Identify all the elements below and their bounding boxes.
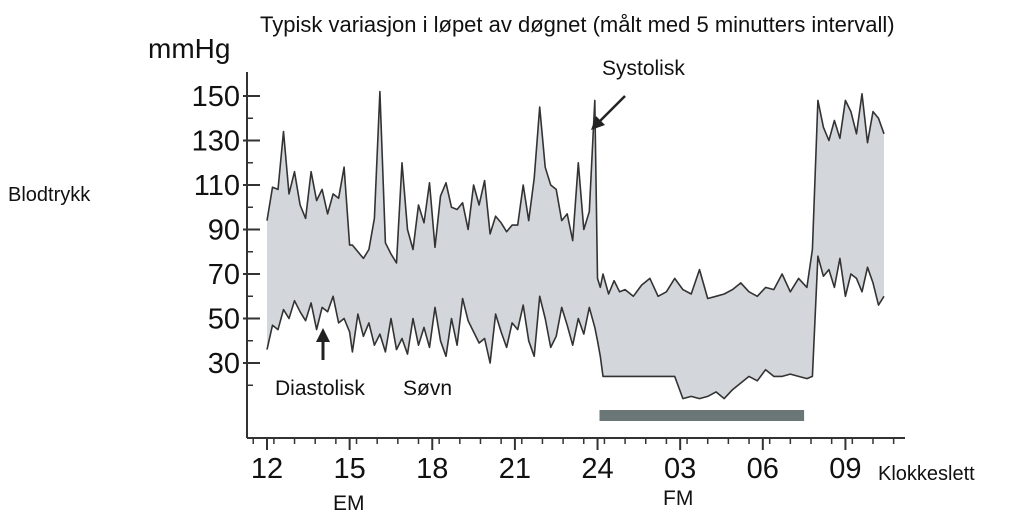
y-tick-label: 70	[208, 259, 240, 291]
x-tick-label: 18	[416, 453, 448, 485]
pressure-band	[267, 91, 884, 399]
period-label-em: EM	[333, 492, 365, 515]
y-tick-label: 110	[194, 170, 240, 202]
x-tick-label: 06	[747, 453, 779, 485]
x-tick-label: 03	[664, 453, 696, 485]
period-label-fm: FM	[663, 487, 693, 510]
y-tick-label: 130	[192, 126, 240, 158]
y-tick-label: 150	[192, 81, 240, 113]
systolic-arrowhead-icon	[591, 116, 605, 130]
diastolic-label: Diastolisk	[275, 377, 365, 400]
systolic-annotation: Systolisk	[591, 57, 685, 130]
y-tick-label: 90	[208, 215, 240, 247]
diastolic-annotation: Diastolisk	[275, 328, 365, 400]
systolic-line	[266, 90, 885, 300]
y-tick-label: 50	[208, 304, 240, 336]
y-ticks: 150 130 110 90 70 50 30	[192, 81, 260, 380]
systolic-label: Systolisk	[602, 57, 685, 80]
x-tick-label: 15	[334, 453, 366, 485]
x-ticks: 12 15 18 21 24 03 06 09	[251, 438, 862, 485]
x-tick-label: 09	[829, 453, 861, 485]
x-axis-label: Klokkeslett	[878, 463, 975, 485]
x-tick-label: 24	[581, 453, 613, 485]
sleep-bar	[599, 410, 805, 421]
series-lines	[266, 90, 885, 400]
x-tick-label: 21	[499, 453, 531, 485]
diastolic-arrowhead-icon	[316, 328, 330, 342]
y-tick-label: 30	[208, 348, 240, 380]
sleep-label: Søvn	[403, 377, 452, 400]
pressure-band-fill	[267, 91, 884, 399]
y-unit-label: mmHg	[148, 33, 230, 64]
y-axis-label: Blodtrykk	[8, 184, 91, 206]
chart-title: Typisk variasjon i løpet av døgnet (målt…	[260, 12, 895, 37]
x-tick-label: 12	[251, 453, 283, 485]
diastolic-line	[266, 255, 885, 400]
